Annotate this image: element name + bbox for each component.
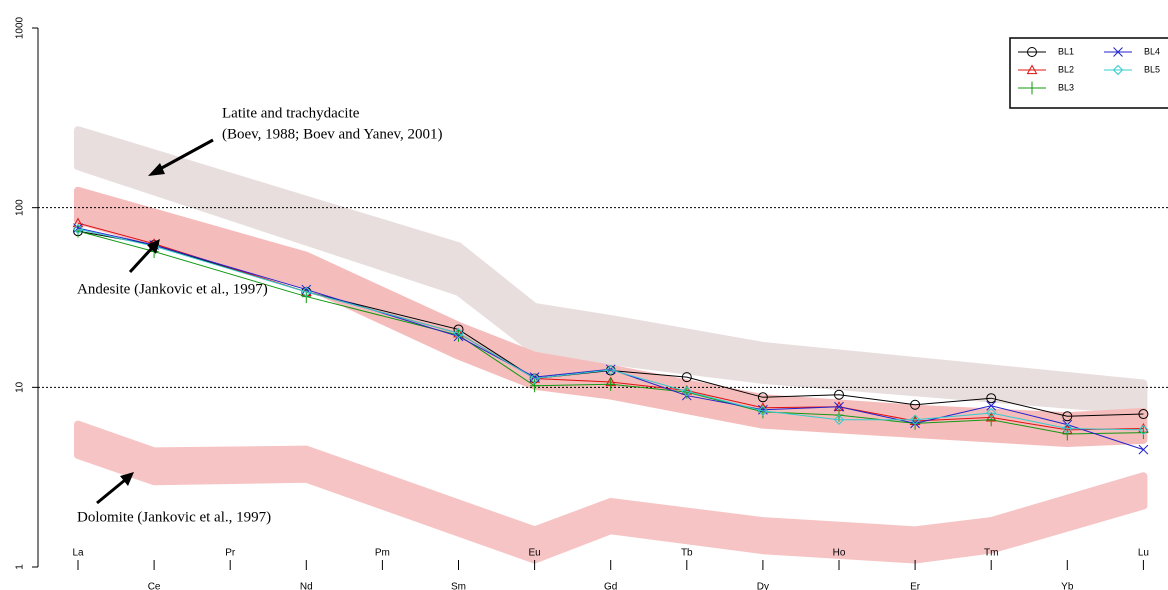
marker (530, 379, 540, 393)
x-tick-label: Ce (148, 582, 161, 590)
grid (38, 207, 1168, 388)
marker (986, 400, 997, 411)
annotation: (Boev, 1988; Boev and Yanev, 2001) (222, 126, 443, 142)
legend-label: BL3 (1058, 82, 1074, 92)
arrows (96, 138, 214, 505)
marker (986, 413, 996, 427)
marker (1027, 47, 1037, 57)
x-tick-label: Er (910, 582, 921, 590)
legend-label: BL5 (1144, 64, 1160, 74)
marker (301, 286, 312, 298)
bands (74, 126, 1148, 564)
marker (757, 392, 768, 403)
marker (1026, 64, 1038, 75)
marker (72, 223, 84, 235)
annotation: Dolomite (Jankovic et al., 1997) (77, 509, 271, 525)
x-tick-label: Eu (528, 548, 540, 559)
marker (1138, 424, 1149, 436)
x-tick-label: Sm (451, 582, 466, 590)
legend-label: BL2 (1058, 64, 1074, 74)
x-tick-label: Pm (375, 548, 390, 559)
marker (1138, 426, 1148, 440)
y-tick-label: 100 (15, 199, 26, 216)
marker (681, 372, 692, 383)
marker (1027, 81, 1037, 95)
annotation: Andesite (Jankovic et al., 1997) (77, 281, 268, 297)
marker (1138, 444, 1149, 455)
x-tick-label: Ho (833, 548, 846, 559)
marker (606, 377, 616, 391)
band (74, 420, 1148, 564)
y-tick-label: 1000 (15, 16, 26, 39)
marker (1062, 427, 1072, 441)
marker (909, 414, 921, 425)
x-tick-label: Lu (1138, 548, 1149, 559)
x-tick-label: Dy (757, 582, 769, 590)
marker (605, 364, 616, 376)
legend-label: BL4 (1144, 46, 1160, 56)
marker (910, 399, 921, 410)
marker (1138, 409, 1149, 420)
legend: BL1 BL2 BL3 BL4 BL5 (1018, 46, 1160, 95)
marker (985, 407, 997, 419)
x-tick-label: Tb (681, 548, 693, 559)
x-tick-label: Gd (604, 582, 617, 590)
marker (1062, 423, 1073, 434)
marker (834, 401, 844, 412)
x-tick-label: Tm (984, 548, 998, 559)
annotation: Latite and trachydacite (222, 105, 360, 121)
x-tick-label: Nd (300, 582, 313, 590)
series-line (77, 228, 1144, 431)
marker (1112, 64, 1124, 76)
marker (453, 328, 464, 339)
marker (1113, 47, 1123, 57)
marker (757, 405, 769, 417)
y-tick-label: 10 (15, 381, 26, 393)
x-tick-label: Pr (225, 548, 236, 559)
marker (1062, 411, 1073, 422)
x-tick-label: La (72, 548, 84, 559)
marker (986, 393, 997, 404)
y-tick-label: 1 (15, 564, 26, 570)
band (74, 186, 1148, 447)
marker (833, 414, 845, 425)
marker (605, 364, 616, 375)
marker (453, 331, 464, 342)
legend-label: BL1 (1058, 46, 1074, 56)
series (72, 217, 1149, 455)
marker (529, 373, 540, 384)
x-tick-label: Yb (1061, 582, 1074, 590)
marker (910, 418, 920, 429)
marker (834, 389, 844, 400)
marker (681, 386, 693, 397)
